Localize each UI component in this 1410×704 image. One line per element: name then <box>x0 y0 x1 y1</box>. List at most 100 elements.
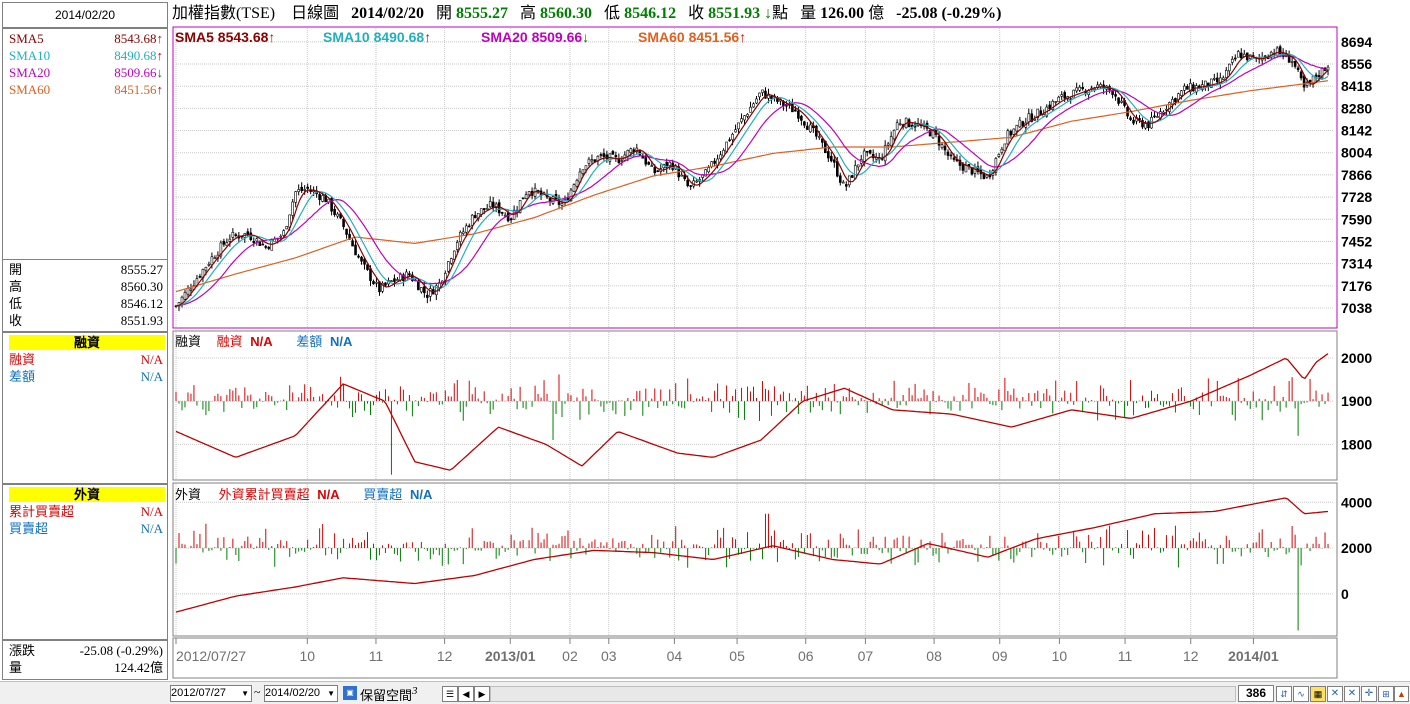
left-sma20-label: SMA20 <box>9 65 51 80</box>
sma10-legend: SMA10 8490.68↑ <box>323 29 431 45</box>
x-tick-label: 12 <box>1183 648 1199 664</box>
margin-pane-frame <box>172 330 1338 481</box>
left-foreign-b-value: N/A <box>140 521 163 536</box>
x-tick-label: 08 <box>926 648 942 664</box>
line-chart-icon[interactable]: ∿ <box>1293 686 1309 702</box>
left-margin-a-label: 融資 <box>9 352 36 367</box>
x-tick-label: 02 <box>562 648 578 664</box>
candle-body <box>294 191 297 203</box>
candle-body <box>767 93 770 99</box>
indicator-icon[interactable]: ⊞ <box>1378 686 1394 702</box>
left-sma60-value: 8451.56 <box>114 82 157 97</box>
candle-body <box>575 179 579 187</box>
left-sma10-value: 8490.68 <box>114 48 157 63</box>
candle-body <box>470 214 474 226</box>
candle-body <box>219 242 223 257</box>
candle-body <box>180 296 184 304</box>
period-label: 日線圖 <box>291 5 340 22</box>
candle-body <box>749 106 752 113</box>
candle-body <box>246 231 250 235</box>
candle-body <box>423 286 426 294</box>
candle-body <box>1009 130 1013 136</box>
candle-body <box>321 195 324 202</box>
candle-body <box>1033 119 1037 121</box>
candle-body <box>1216 77 1219 83</box>
candle-body <box>862 150 866 162</box>
candle-body <box>1030 113 1034 122</box>
candle-body <box>620 160 624 162</box>
x-tick-label: 2014/01 <box>1228 648 1279 664</box>
candle-body <box>264 246 268 248</box>
price-sma-lines <box>175 51 1329 307</box>
horizontal-scrollbar[interactable] <box>490 686 1236 702</box>
quote-header: 加權指數(TSE) 日線圖 2014/02/20 開 8555.27 高 856… <box>172 3 1001 25</box>
chart-type-icon[interactable]: ⇵ <box>1276 686 1292 702</box>
candle-body <box>952 157 956 160</box>
candle-body <box>734 129 737 133</box>
left-low-label: 低 <box>9 296 23 311</box>
candle-body <box>408 273 411 276</box>
price-y-tick-label: 8280 <box>1341 100 1372 116</box>
left-change-box: 漲跌 -25.08 (-0.29%) 量 124.42億 <box>2 640 168 680</box>
candle-body <box>396 279 399 281</box>
bar-count-box[interactable]: 386 <box>1238 685 1274 702</box>
left-foreign-a-value: N/A <box>140 504 163 519</box>
candle-body <box>844 184 848 187</box>
price-y-tick-label: 7866 <box>1341 167 1372 183</box>
to-date-dropdown-icon: ▼ <box>327 689 335 698</box>
candle-body <box>213 257 217 260</box>
left-open-label: 開 <box>9 262 23 277</box>
candle-body <box>898 123 902 126</box>
reserve-space-icon[interactable]: ▣ <box>343 686 357 700</box>
candle-body <box>584 165 588 171</box>
crosshair-icon[interactable]: ✛ <box>1361 686 1377 702</box>
candle-body <box>976 166 980 172</box>
price-y-tick-label: 8142 <box>1341 123 1372 139</box>
candle-body <box>797 110 800 119</box>
candle-body <box>1278 46 1282 55</box>
candle-body <box>405 271 408 281</box>
zoom-in-icon[interactable]: ✕ <box>1327 686 1343 702</box>
candle-body <box>1293 60 1297 67</box>
scroll-left-button[interactable]: ☰ <box>442 686 458 702</box>
scroll-next-button[interactable]: ▶ <box>474 686 490 702</box>
zoom-out-icon[interactable]: ✕ <box>1344 686 1360 702</box>
foreign-y-axis: 0 2000 4000 <box>1341 494 1372 602</box>
candle-body <box>841 181 845 184</box>
margin-y-axis: 1800 1900 2000 <box>1341 350 1372 452</box>
reserve-space-value[interactable]: 3 <box>412 685 418 697</box>
candle-body <box>1057 96 1061 103</box>
candle-body <box>452 250 456 260</box>
candle-body <box>997 154 1001 157</box>
sma20-legend-arrow-icon: ↓ <box>582 29 589 45</box>
candle-body <box>222 240 226 245</box>
from-date-select[interactable]: 2012/07/27 ▼ <box>170 685 252 702</box>
foreign-legend-a-label: 外資累計買賣超 <box>219 487 310 502</box>
candle-body <box>524 194 528 199</box>
candle-body <box>503 214 507 217</box>
to-date-select[interactable]: 2014/02/20 ▼ <box>264 685 338 702</box>
x-tick-label: 07 <box>858 648 874 664</box>
candle-body <box>1290 61 1294 63</box>
settings-icon[interactable]: ▲ <box>1394 686 1409 702</box>
calendar-icon[interactable]: ▦ <box>1310 686 1326 702</box>
candle-body <box>1063 92 1067 99</box>
candle-body <box>1147 121 1150 129</box>
candle-body <box>390 280 393 282</box>
left-high-value: 8560.30 <box>120 279 163 294</box>
date-range-tilde: ~ <box>254 685 261 699</box>
left-close-value: 8551.93 <box>120 313 163 328</box>
price-grid <box>175 28 1334 327</box>
candle-body <box>683 174 686 179</box>
left-change-row: 漲跌 -25.08 (-0.29%) <box>9 643 163 659</box>
vol-unit: 億 <box>868 5 885 22</box>
margin-legend-title: 融資 <box>175 334 201 349</box>
x-tick-label: 06 <box>798 648 814 664</box>
sma20-line <box>175 55 1329 307</box>
candle-body <box>381 282 384 292</box>
candle-body <box>551 196 555 204</box>
candle-body <box>1192 84 1195 92</box>
change-value: -25.08 (-0.29%) <box>896 5 1002 22</box>
scroll-prev-button[interactable]: ◀ <box>458 686 474 702</box>
left-date: 2014/02/20 <box>54 8 116 22</box>
